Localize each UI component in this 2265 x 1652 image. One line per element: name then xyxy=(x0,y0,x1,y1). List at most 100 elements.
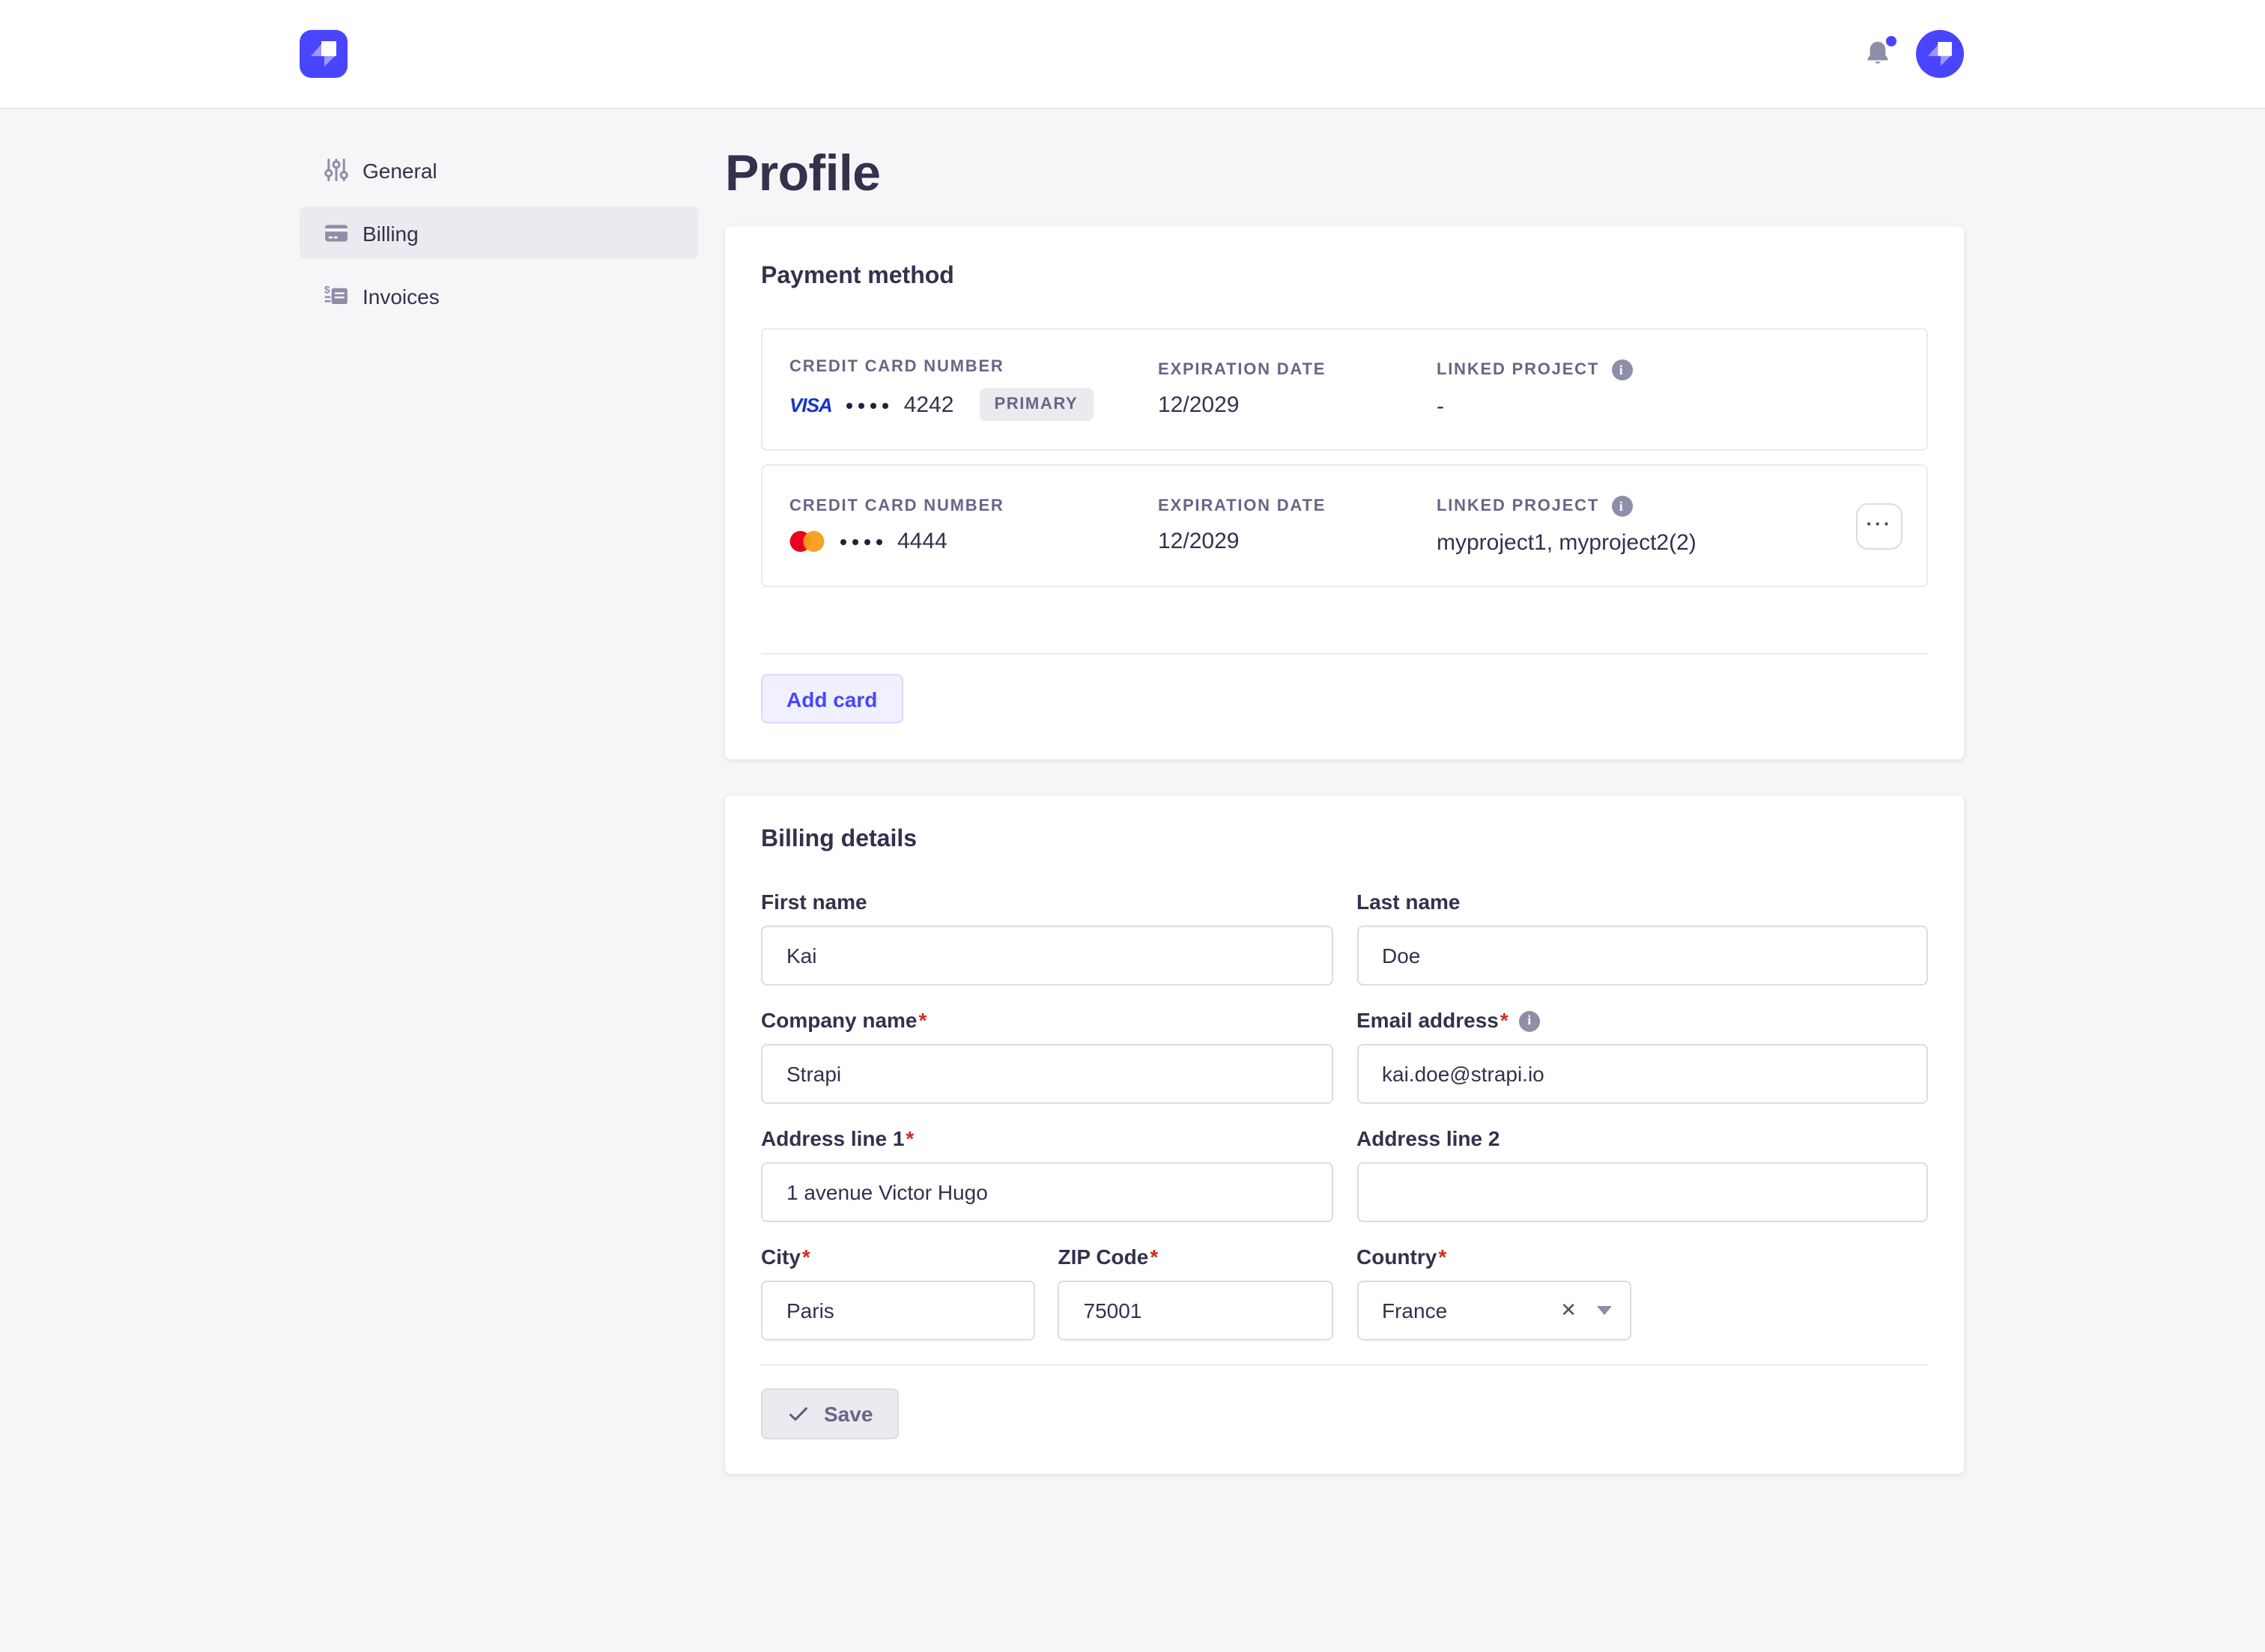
city-input[interactable] xyxy=(761,1281,1036,1340)
first-name-field: First name xyxy=(761,890,1332,986)
linked-project-label-text: LINKED PROJECT xyxy=(1437,496,1600,514)
sidebar-item-label: Invoices xyxy=(363,284,440,308)
expiration-cell: EXPIRATION DATE 12/2029 xyxy=(1158,496,1437,555)
company-name-label: Company name * xyxy=(761,1008,1332,1033)
svg-text:$: $ xyxy=(324,284,330,296)
save-button-label: Save xyxy=(824,1402,873,1426)
address-line-1-input[interactable] xyxy=(761,1162,1332,1222)
card-number-cell: CREDIT CARD NUMBER 4444 xyxy=(789,496,1158,555)
label-text: Last name xyxy=(1356,890,1461,914)
info-icon[interactable] xyxy=(1611,359,1633,380)
linked-project-column-label: LINKED PROJECT xyxy=(1437,359,1856,380)
address-line-1-label: Address line 1 * xyxy=(761,1126,1332,1152)
page-title: Profile xyxy=(725,145,881,202)
label-text: Company name xyxy=(761,1008,918,1032)
ellipsis-icon: ··· xyxy=(1866,512,1893,535)
expiration-column-label: EXPIRATION DATE xyxy=(1158,360,1326,378)
last-name-label: Last name xyxy=(1356,890,1928,915)
required-asterisk: * xyxy=(1500,1008,1509,1032)
company-name-field: Company name * xyxy=(761,1008,1332,1104)
required-asterisk: * xyxy=(801,1245,810,1269)
card-number-cell: CREDIT CARD NUMBER VISA 4242 PRIMARY xyxy=(789,358,1158,421)
required-asterisk: * xyxy=(1438,1245,1447,1269)
mastercard-logo xyxy=(789,530,825,551)
country-select[interactable]: France xyxy=(1356,1281,1631,1340)
label-text: Country xyxy=(1356,1245,1437,1269)
label-text: Address line 1 xyxy=(761,1126,905,1150)
required-asterisk: * xyxy=(1150,1245,1159,1269)
info-icon[interactable] xyxy=(1518,1010,1540,1031)
label-text: ZIP Code xyxy=(1058,1245,1149,1269)
email-input[interactable] xyxy=(1356,1044,1928,1104)
city-zip-row: City* ZIP Code* xyxy=(761,1245,1332,1340)
address-line-2-field: Address line 2 xyxy=(1356,1126,1928,1222)
billing-divider xyxy=(761,1364,1928,1366)
strapi-logo[interactable] xyxy=(300,30,348,78)
masked-digits xyxy=(840,538,882,544)
city-field: City * xyxy=(761,1245,1036,1340)
company-name-input[interactable] xyxy=(761,1044,1332,1104)
card-number-column-label: CREDIT CARD NUMBER xyxy=(789,496,1004,514)
top-header xyxy=(0,0,2265,109)
linked-project-cell: LINKED PROJECT - xyxy=(1437,359,1856,420)
linked-project-cell: LINKED PROJECT myproject1, myproject2(2) xyxy=(1437,495,1856,556)
address-line-1-field: Address line 1 * xyxy=(761,1126,1332,1222)
strapi-mark-icon xyxy=(1928,42,1952,66)
strapi-mark-icon xyxy=(311,41,336,67)
sidebar-item-invoices[interactable]: $ Invoices xyxy=(300,270,698,322)
sidebar-item-billing[interactable]: Billing xyxy=(300,207,698,259)
linked-project-label-text: LINKED PROJECT xyxy=(1437,360,1600,378)
card-last4: 4242 xyxy=(903,392,954,417)
first-name-label: First name xyxy=(761,890,1332,915)
sliders-icon xyxy=(324,157,349,183)
bell-icon xyxy=(1867,41,1888,64)
primary-badge: PRIMARY xyxy=(979,388,1094,421)
linked-project-value: myproject1, myproject2(2) xyxy=(1437,529,1697,555)
payment-method-card: Payment method CREDIT CARD NUMBER VISA 4… xyxy=(725,226,1964,759)
address-line-2-label: Address line 2 xyxy=(1356,1126,1928,1152)
zip-code-label: ZIP Code * xyxy=(1058,1245,1333,1270)
expiration-value: 12/2029 xyxy=(1158,528,1240,553)
last-name-input[interactable] xyxy=(1356,926,1928,986)
linked-project-column-label: LINKED PROJECT xyxy=(1437,495,1856,516)
zip-code-field: ZIP Code * xyxy=(1058,1245,1333,1340)
email-label: Email address * xyxy=(1356,1008,1928,1033)
last-name-field: Last name xyxy=(1356,890,1928,986)
info-icon[interactable] xyxy=(1611,495,1633,516)
label-text: Email address xyxy=(1356,1008,1499,1032)
main-content: Profile Payment method CREDIT CARD NUMBE… xyxy=(725,144,1964,1474)
linked-project-value: - xyxy=(1437,393,1444,419)
first-name-input[interactable] xyxy=(761,926,1332,986)
sidebar-item-label: Billing xyxy=(363,221,419,245)
zip-code-input[interactable] xyxy=(1058,1281,1332,1340)
card-number-column-label: CREDIT CARD NUMBER xyxy=(789,358,1004,376)
required-asterisk: * xyxy=(918,1008,927,1032)
card-number-value: VISA 4242 PRIMARY xyxy=(789,388,1158,421)
label-text: City xyxy=(761,1245,801,1269)
credit-card-icon xyxy=(324,220,349,246)
add-card-button[interactable]: Add card xyxy=(761,674,903,723)
masked-digits xyxy=(846,402,889,408)
card-actions-menu-button[interactable]: ··· xyxy=(1856,502,1902,549)
save-button[interactable]: Save xyxy=(761,1388,899,1439)
user-avatar[interactable] xyxy=(1916,30,1964,78)
label-text: First name xyxy=(761,890,867,914)
expiration-value: 12/2029 xyxy=(1158,392,1240,417)
sidebar-item-general[interactable]: General xyxy=(300,144,698,196)
credit-card-list: CREDIT CARD NUMBER VISA 4242 PRIMARY EXP… xyxy=(761,328,1928,587)
address-line-2-input[interactable] xyxy=(1356,1162,1928,1222)
expiration-cell: EXPIRATION DATE 12/2029 xyxy=(1158,360,1437,419)
billing-form: First name Last name Company name* xyxy=(761,890,1928,1340)
check-icon xyxy=(789,1407,807,1421)
billing-details-title: Billing details xyxy=(761,827,918,852)
chevron-down-icon[interactable] xyxy=(1596,1306,1611,1315)
expiration-column-label: EXPIRATION DATE xyxy=(1158,496,1326,514)
credit-card-row-mastercard: CREDIT CARD NUMBER 4444 EXPIRATION DATE xyxy=(761,464,1928,587)
credit-card-row-visa: CREDIT CARD NUMBER VISA 4242 PRIMARY EXP… xyxy=(761,328,1928,451)
required-asterisk: * xyxy=(906,1126,915,1150)
visa-logo: VISA xyxy=(789,393,833,416)
notifications-button[interactable] xyxy=(1864,36,1896,72)
clear-icon[interactable] xyxy=(1560,1299,1577,1322)
